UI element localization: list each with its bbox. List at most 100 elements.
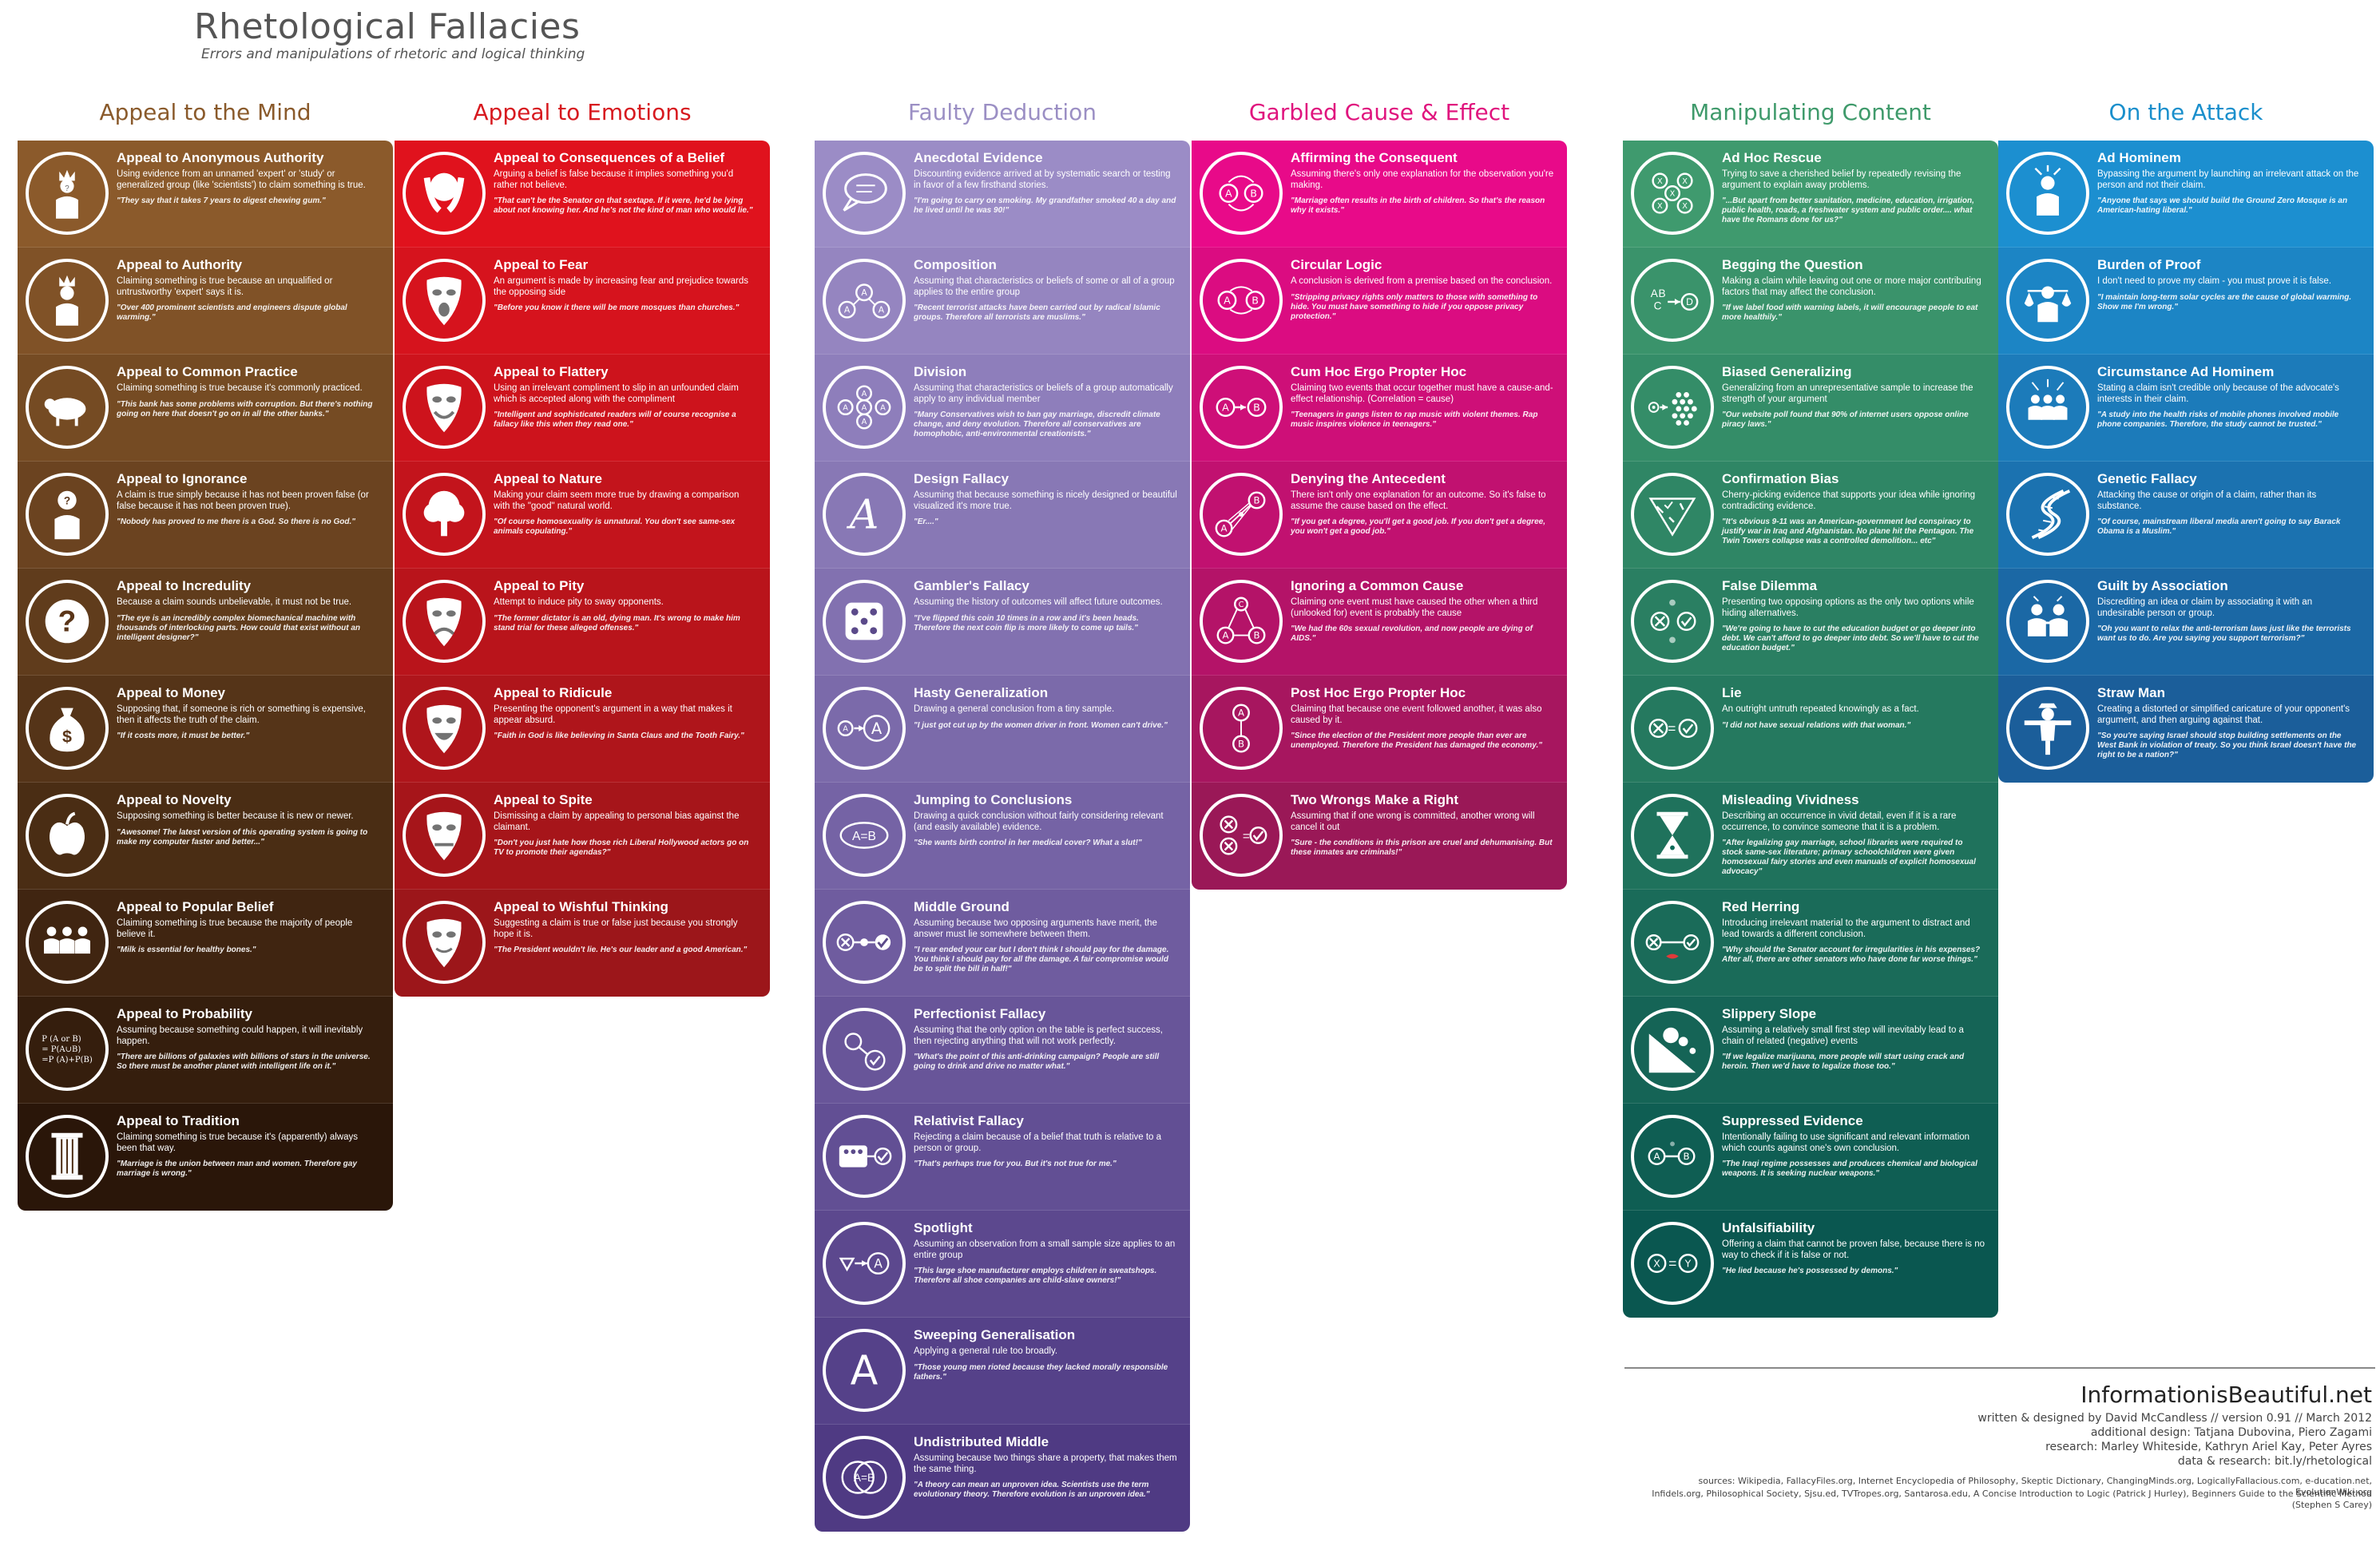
- big-a-icon: A: [823, 1329, 906, 1412]
- credits-brand[interactable]: InformationisBeautiful.net: [2081, 1382, 2372, 1408]
- fallacy-description: Using evidence from an unnamed 'expert' …: [117, 169, 366, 190]
- fallacy-example: "Over 400 prominent scientists and engin…: [117, 303, 347, 322]
- fallacy-card-confirmation-bias: Confirmation Bias Cherry-picking evidence…: [1623, 462, 1998, 569]
- fallacy-name: Design Fallacy: [914, 471, 1010, 486]
- fallacy-description: Offering a claim that cannot be proven f…: [1722, 1239, 1985, 1260]
- fallacy-card-unfalsifiability: X = Y Unfalsifiability Offering a claim that…: [1623, 1211, 1998, 1318]
- svg-text:A: A: [1238, 708, 1244, 719]
- fallacy-card-appeal-to-popular-belief: Appeal to Popular Belief Claiming somethi…: [18, 890, 393, 997]
- svg-text:X: X: [1682, 202, 1688, 211]
- fallacy-card-guilt-by-association: Guilt by Association Discrediting an idea…: [1998, 569, 2374, 676]
- svg-text:A: A: [1224, 295, 1231, 307]
- fallacy-name: Appeal to Novelty: [117, 792, 232, 807]
- fallacy-card-appeal-to-consequences-of-a-belief: Appeal to Consequences of a Belief Arguin…: [395, 141, 770, 248]
- svg-text:X: X: [1657, 202, 1663, 211]
- fallacy-card-denying-the-antecedent: A B Denying the Antecedent There isn't only…: [1192, 462, 1567, 569]
- fallacy-example: "The President wouldn't lie. He's our le…: [494, 946, 748, 954]
- fallacy-description: Making a claim while leaving out one or …: [1722, 276, 1981, 297]
- fallacy-card-undistributed-middle: A=B Undistributed Middle Assuming because …: [815, 1425, 1190, 1532]
- svg-text:A: A: [847, 491, 879, 538]
- column-heading-cause-effect: Garbled Cause & Effect: [1248, 99, 1510, 125]
- fallacy-name: Appeal to Ignorance: [117, 471, 248, 486]
- fallacy-card-lie: = Lie An outright untruth repeated knowing…: [1623, 676, 1998, 783]
- svg-text:A: A: [1225, 188, 1232, 200]
- fallacy-name: Ad Hoc Rescue: [1722, 150, 1822, 165]
- fallacy-example: "We're going to have to cut the educatio…: [1722, 624, 1979, 652]
- fallacy-example: "...But apart from better sanitation, me…: [1722, 196, 1974, 224]
- svg-text:B: B: [1253, 630, 1259, 641]
- fallacy-card-two-wrongs-make-a-right: = Two Wrongs Make a Right Assuming that if…: [1192, 783, 1567, 890]
- fallacy-description: Presenting two opposing options as the o…: [1722, 597, 1974, 618]
- fallacy-description: Assuming a relatively small first step w…: [1722, 1025, 1964, 1046]
- svg-text:A: A: [1651, 287, 1659, 299]
- fallacy-description: Discounting evidence arrived at by syste…: [914, 169, 1171, 190]
- fallacy-description: Rejecting a claim because of a belief th…: [914, 1132, 1162, 1153]
- svg-text:B: B: [1253, 402, 1260, 414]
- fallacy-example: "Anyone that says we should build the Gr…: [2097, 196, 2348, 215]
- svg-text:A: A: [862, 418, 867, 426]
- fallacy-name: Begging the Question: [1722, 257, 1863, 272]
- fallacy-example: "Marriage often results in the birth of …: [1291, 196, 1545, 215]
- credits-additional-design: additional design: Tatjana Dubovina, Pie…: [2090, 1426, 2372, 1439]
- fallacy-card-slippery-slope: Slippery Slope Assuming a relatively smal…: [1623, 997, 1998, 1104]
- fallacy-card-design-fallacy: A Design Fallacy Assuming that because som…: [815, 462, 1190, 569]
- fallacy-description: Because a claim sounds unbelievable, it …: [117, 597, 352, 607]
- fallacy-example: "That's perhaps true for you. But it's n…: [914, 1160, 1117, 1168]
- fallacy-name: Circular Logic: [1291, 257, 1382, 272]
- fallacy-description: A conclusion is derived from a premise b…: [1291, 276, 1553, 286]
- fallacy-card-composition: A A A Composition Assuming that characterist…: [815, 248, 1190, 355]
- svg-text:A: A: [861, 287, 867, 298]
- fallacy-name: False Dilemma: [1722, 578, 1818, 593]
- fallacy-example: "This bank has some problems with corrup…: [117, 399, 373, 418]
- question-person-icon: ?: [26, 473, 109, 556]
- fallacy-example: "If we legalize marijuana, more people w…: [1722, 1053, 1965, 1071]
- svg-text:X: X: [1682, 177, 1688, 186]
- fallacy-name: Appeal to Anonymous Authority: [117, 150, 324, 165]
- fallacy-example: "Of course homosexuality is unnatural. Y…: [494, 517, 736, 536]
- fallacy-name: Undistributed Middle: [914, 1434, 1049, 1449]
- fallacy-card-jumping-to-conclusions: A=B Jumping to Conclusions Drawing a quick…: [815, 783, 1190, 890]
- fallacy-description: Claiming two events that occur together …: [1291, 383, 1553, 404]
- speech-bubble-icon: [823, 152, 906, 235]
- fallacy-card-biased-generalizing: Biased Generalizing Generalizing from an …: [1623, 355, 1998, 462]
- perfectionist-icon: [823, 1008, 906, 1091]
- crowd-icon: [26, 901, 109, 984]
- fallacy-example: "Of course, mainstream liberal media are…: [2097, 517, 2341, 536]
- svg-text:A: A: [1223, 630, 1229, 641]
- fallacy-card-appeal-to-fear: Appeal to Fear An argument is made by inc…: [395, 248, 770, 355]
- fallacy-card-division: A A A A A Division Assuming that characteristi…: [815, 355, 1190, 462]
- fallacy-card-perfectionist-fallacy: Perfectionist Fallacy Assuming that the o…: [815, 997, 1190, 1104]
- svg-text:C: C: [1239, 601, 1244, 609]
- fallacy-example: "Those young men rioted because they lac…: [914, 1362, 1168, 1382]
- credits-author: written & designed by David McCandless /…: [1977, 1412, 2372, 1425]
- fallacy-name: Ad Hominem: [2097, 150, 2181, 165]
- crowned-person-icon: [26, 259, 109, 342]
- page-subtitle: Errors and manipulations of rhetoric and…: [201, 46, 585, 62]
- fallacy-card-suppressed-evidence: A B Suppressed Evidence Intentionally faili…: [1623, 1104, 1998, 1211]
- page-title: Rhetological Fallacies: [194, 6, 581, 47]
- column-heading-deduction: Faulty Deduction: [907, 99, 1097, 125]
- svg-text:A: A: [862, 404, 867, 413]
- fallacy-description: Presenting the opponent's argument in a …: [494, 704, 732, 725]
- scales-person-icon: [2006, 259, 2089, 342]
- fallacy-example: "I'm going to carry on smoking. My grand…: [914, 196, 1176, 215]
- fallacy-example: "There are billions of galaxies with bil…: [117, 1053, 371, 1071]
- credits-data-link[interactable]: data & research: bit.ly/rhetological: [2177, 1455, 2372, 1468]
- biased-sample-icon: [1631, 366, 1714, 449]
- fallacy-example: "Recent terrorist attacks have been carr…: [914, 303, 1160, 322]
- svg-text:B: B: [1238, 739, 1244, 750]
- fallacy-example: "If we label food with warning labels, i…: [1722, 303, 1978, 322]
- fallacy-description: Using an irrelevant compliment to slip i…: [494, 383, 739, 404]
- hourglass-icon: [1631, 794, 1714, 877]
- fallacy-card-begging-the-question: A B C D Begging the Question Making a claim w…: [1623, 248, 1998, 355]
- funnel-icon: [1631, 473, 1714, 556]
- fallacy-description: Assuming the history of outcomes will af…: [914, 597, 1163, 607]
- fallacy-card-middle-ground: Middle Ground Assuming because two opposi…: [815, 890, 1190, 997]
- fallacy-card-misleading-vividness: Misleading Vividness Describing an occurr…: [1623, 783, 1998, 890]
- fallacy-card-cum-hoc-ergo-propter-hoc: A B Cum Hoc Ergo Propter Hoc Claiming two e…: [1192, 355, 1567, 462]
- fallacy-description: Bypassing the argument by launching an i…: [2097, 169, 2359, 190]
